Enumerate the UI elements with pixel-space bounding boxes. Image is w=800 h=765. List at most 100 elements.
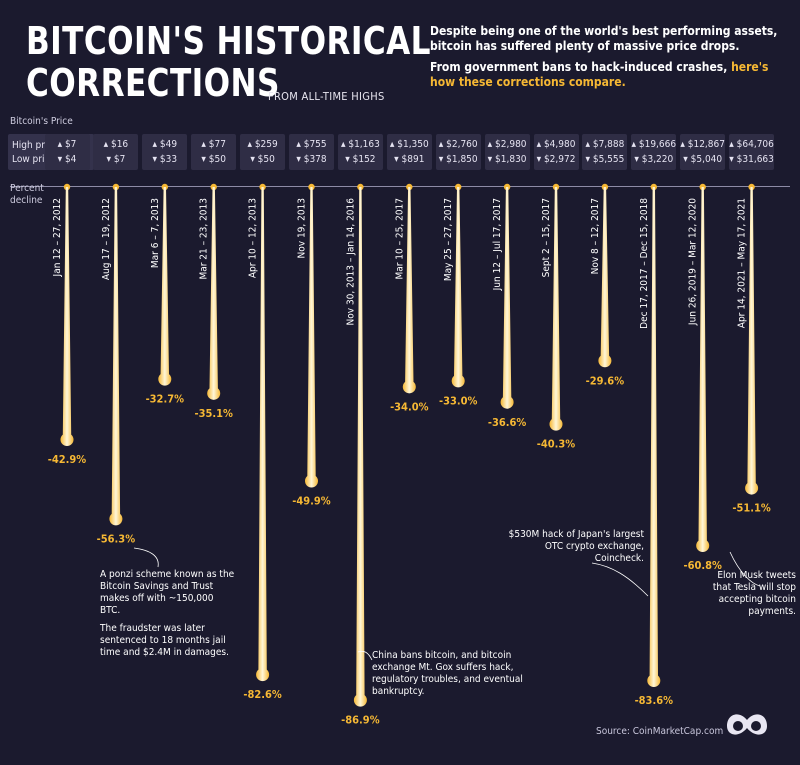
source-credit: Source: CoinMarketCap.com bbox=[596, 726, 724, 737]
date-range-label: Apr 10 – 12, 2013 bbox=[248, 198, 259, 278]
date-range-label: Nov 30, 2013 – Jan 14, 2016 bbox=[345, 198, 356, 326]
date-range-label: Aug 17 – 19, 2012 bbox=[101, 198, 112, 280]
percent-word: Percent bbox=[10, 183, 44, 194]
high-price-value: ▴ $12,867 bbox=[680, 139, 725, 150]
date-range-label: Jan 12 – 27, 2012 bbox=[52, 198, 63, 277]
price-box-11: ▴ $4,980 ▾ $2,972 bbox=[533, 134, 579, 170]
low-price-value: ▾ $891 bbox=[394, 154, 425, 165]
low-price-value: ▾ $2,972 bbox=[536, 154, 576, 165]
page-subtitle: FROM ALL-TIME HIGHS bbox=[268, 90, 385, 103]
correction-bar bbox=[305, 187, 319, 488]
price-box-9: ▴ $2,760 ▾ $1,850 bbox=[435, 134, 481, 170]
low-price-value: ▾ $5,040 bbox=[683, 154, 723, 165]
high-price-value: ▴ $49 bbox=[152, 139, 178, 150]
low-price-value: ▾ $33 bbox=[152, 154, 178, 165]
value-label: -35.1% bbox=[194, 407, 233, 420]
annotation-mt-gox: China bans bitcoin, and bitcoin exchange… bbox=[372, 650, 542, 704]
annotation-leader-line bbox=[133, 547, 159, 568]
annotation-ponzi-1: A ponzi scheme known as the Bitcoin Savi… bbox=[100, 569, 235, 616]
correction-bar bbox=[207, 187, 221, 400]
low-price-value: ▾ $5,555 bbox=[585, 154, 625, 165]
high-price-value: ▴ $4,980 bbox=[536, 139, 576, 150]
annotation-leader-line bbox=[357, 650, 373, 661]
date-range-label: Mar 21 – 23, 2013 bbox=[199, 198, 210, 280]
bitcoin-price-heading: Bitcoin's Price bbox=[10, 116, 73, 127]
price-box-15: ▴ $64,706 ▾ $31,663 bbox=[729, 134, 775, 170]
title-line-1: BITCOIN'S HISTORICAL bbox=[26, 19, 431, 63]
correction-bar bbox=[60, 187, 74, 447]
correction-bar bbox=[598, 187, 612, 368]
date-range-label: Jun 12 – Jul 17, 2017 bbox=[492, 198, 503, 291]
value-label: -40.3% bbox=[537, 438, 576, 451]
value-label: -83.6% bbox=[635, 694, 674, 707]
low-price-value: ▾ $7 bbox=[106, 154, 126, 165]
intro-text: Despite being one of the world's best pe… bbox=[430, 24, 795, 96]
value-label: -86.9% bbox=[341, 714, 380, 727]
correction-bar bbox=[256, 187, 270, 682]
price-box-8: ▴ $1,350 ▾ $891 bbox=[386, 134, 432, 170]
date-range-label: Nov 19, 2013 bbox=[297, 198, 308, 258]
correction-bar bbox=[549, 187, 563, 431]
date-range-label: Nov 8 – 12, 2017 bbox=[590, 198, 601, 274]
date-range-label: May 25 – 27, 2017 bbox=[443, 198, 454, 281]
correction-bar bbox=[109, 187, 123, 526]
price-box-4: ▴ $77 ▾ $50 bbox=[191, 134, 237, 170]
percent-decline-heading: Percent decline bbox=[10, 183, 44, 207]
date-range-label: Apr 14, 2021 – May 17, 2021 bbox=[737, 198, 748, 328]
correction-bar bbox=[696, 187, 710, 553]
value-label: -82.6% bbox=[243, 688, 282, 701]
low-price-value: ▾ $152 bbox=[345, 154, 376, 165]
value-label: -34.0% bbox=[390, 400, 429, 413]
intro-paragraph-2b-highlight: here's how these corrections compare. bbox=[430, 60, 769, 89]
correction-bar bbox=[353, 187, 367, 707]
high-price-value: ▴ $7 bbox=[57, 139, 77, 150]
annotation-mt-gox-text: China bans bitcoin, and bitcoin exchange… bbox=[372, 650, 523, 697]
annotation-elon-musk-text: Elon Musk tweets that Tesla will stop ac… bbox=[712, 570, 796, 617]
low-price-value: ▾ $50 bbox=[201, 154, 226, 165]
low-price-value: ▾ $1,850 bbox=[438, 154, 478, 165]
high-price-value: ▴ $1,163 bbox=[340, 139, 380, 150]
high-price-value: ▴ $7,888 bbox=[585, 139, 625, 150]
date-range-label: Jun 26, 2019 – Mar 12, 2020 bbox=[688, 198, 699, 326]
value-label: -42.9% bbox=[48, 453, 87, 466]
correction-bar bbox=[402, 187, 416, 394]
correction-bar bbox=[745, 187, 759, 495]
annotation-leader-line bbox=[729, 551, 761, 587]
low-price-value: ▾ $378 bbox=[296, 154, 327, 165]
value-label: -49.9% bbox=[292, 495, 331, 508]
date-range-label: Mar 10 – 25, 2017 bbox=[394, 198, 405, 280]
date-range-label: Sept 2 – 15, 2017 bbox=[541, 198, 552, 277]
intro-paragraph-2: From government bans to hack-induced cra… bbox=[430, 60, 795, 90]
price-box-13: ▴ $19,666 ▾ $3,220 bbox=[631, 134, 677, 170]
low-price-value: ▾ $50 bbox=[250, 154, 275, 165]
chart-baseline bbox=[10, 186, 790, 187]
price-box-7: ▴ $1,163 ▾ $152 bbox=[337, 134, 383, 170]
low-price-value: ▾ $3,220 bbox=[634, 154, 674, 165]
price-box-1: ▴ $7 ▾ $4 bbox=[44, 134, 90, 170]
high-price-value: ▴ $16 bbox=[103, 139, 129, 150]
value-label: -60.8% bbox=[683, 559, 722, 572]
price-box-2: ▴ $16 ▾ $7 bbox=[93, 134, 139, 170]
low-price-value: ▾ $31,663 bbox=[729, 154, 774, 165]
annotation-coincheck: $530M hack of Japan's largest OTC crypto… bbox=[504, 529, 644, 571]
price-box-6: ▴ $755 ▾ $378 bbox=[289, 134, 334, 170]
high-price-label: High price bbox=[12, 140, 58, 151]
annotation-coincheck-text: $530M hack of Japan's largest OTC crypto… bbox=[508, 529, 644, 564]
value-label: -29.6% bbox=[586, 374, 625, 387]
correction-bar bbox=[500, 187, 514, 409]
price-box-10: ▴ $2,980 ▾ $1,830 bbox=[484, 134, 530, 170]
high-price-value: ▴ $2,980 bbox=[487, 139, 527, 150]
price-box-5: ▴ $259 ▾ $50 bbox=[240, 134, 286, 170]
correction-bar bbox=[647, 187, 661, 688]
price-box-12: ▴ $7,888 ▾ $5,555 bbox=[582, 134, 628, 170]
high-price-value: ▴ $19,666 bbox=[631, 139, 677, 150]
annotation-ponzi: A ponzi scheme known as the Bitcoin Savi… bbox=[100, 569, 235, 665]
value-label: -51.1% bbox=[732, 502, 771, 515]
annotation-leader-line bbox=[591, 562, 649, 597]
value-label: -56.3% bbox=[97, 532, 136, 545]
low-price-value: ▾ $4 bbox=[57, 154, 77, 165]
correction-bar bbox=[451, 187, 465, 388]
decline-word: decline bbox=[10, 195, 43, 206]
intro-paragraph-2a: From government bans to hack-induced cra… bbox=[430, 60, 728, 74]
high-price-value: ▴ $77 bbox=[201, 139, 226, 150]
